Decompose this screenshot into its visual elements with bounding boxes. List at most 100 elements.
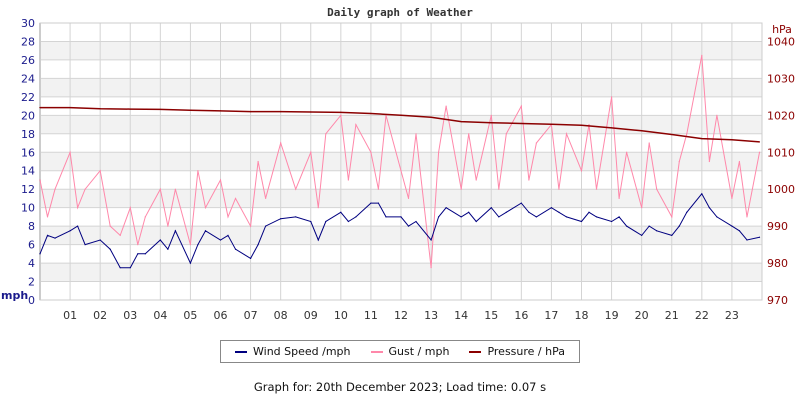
x-tick-label: 21: [665, 309, 679, 322]
data-point: [407, 225, 410, 227]
data-point: [46, 234, 49, 236]
data-point: [249, 225, 252, 227]
data-point: [69, 151, 71, 153]
data-point: [54, 237, 56, 239]
data-point: [265, 225, 267, 227]
data-point: [197, 170, 199, 172]
data-point: [77, 225, 79, 227]
data-point: [310, 220, 312, 223]
data-point: [370, 202, 372, 204]
data-point: [656, 188, 658, 190]
data-point: [400, 216, 402, 218]
data-point: [535, 216, 537, 218]
data-point: [415, 220, 417, 223]
data-point: [708, 160, 710, 163]
data-point: [580, 124, 583, 126]
data-point: [460, 121, 462, 123]
data-point: [626, 151, 628, 153]
data-point: [415, 133, 417, 135]
left-tick-label: 6: [28, 239, 35, 252]
data-point: [99, 239, 101, 241]
data-point: [317, 239, 319, 241]
data-point: [595, 188, 598, 190]
data-point: [189, 109, 192, 111]
data-point: [716, 216, 718, 218]
left-tick-label: 8: [28, 220, 35, 233]
x-tick-label: 08: [274, 309, 288, 322]
data-point: [641, 130, 643, 132]
x-tick-label: 10: [334, 309, 348, 322]
data-point: [746, 239, 748, 241]
data-point: [445, 105, 447, 107]
x-tick-label: 11: [364, 309, 378, 322]
x-tick-label: 14: [454, 309, 468, 322]
data-point: [377, 202, 380, 204]
right-axis-unit: hPa: [772, 23, 792, 36]
data-point: [460, 188, 462, 190]
data-point: [505, 133, 507, 135]
left-tick-label: 26: [21, 54, 35, 67]
data-point: [641, 207, 643, 209]
data-point: [257, 160, 259, 163]
data-point: [159, 108, 161, 111]
data-point: [189, 244, 192, 246]
data-point: [99, 170, 101, 172]
data-point: [671, 234, 673, 236]
right-tick-label: 970: [767, 294, 788, 307]
data-point: [204, 230, 207, 232]
data-point: [528, 179, 530, 181]
data-point: [325, 220, 327, 223]
data-point: [610, 220, 613, 223]
data-point: [520, 122, 522, 125]
data-point: [475, 179, 477, 181]
x-tick-label: 22: [695, 309, 709, 322]
data-point: [234, 248, 237, 250]
x-tick-label: 12: [394, 309, 408, 322]
data-point: [498, 188, 500, 190]
data-point: [167, 248, 169, 250]
data-point: [137, 244, 139, 246]
legend-label: Gust / mph: [388, 345, 450, 358]
data-point: [129, 267, 131, 269]
data-point: [686, 211, 688, 213]
data-point: [219, 239, 222, 241]
data-point: [731, 197, 733, 200]
data-point: [565, 133, 568, 135]
data-point: [46, 216, 49, 218]
legend-item-pressure: Pressure / hPa: [469, 345, 565, 358]
data-point: [400, 114, 402, 116]
data-point: [310, 151, 312, 153]
data-point: [701, 54, 703, 56]
left-tick-label: 22: [21, 91, 35, 104]
data-point: [295, 188, 297, 190]
data-point: [370, 112, 372, 115]
left-tick-label: 0: [28, 294, 35, 307]
data-point: [535, 142, 537, 144]
data-point: [167, 225, 169, 227]
legend-label: Wind Speed /mph: [253, 345, 351, 358]
data-point: [234, 197, 237, 200]
data-point: [295, 216, 297, 218]
data-point: [656, 230, 658, 232]
x-tick-label: 17: [544, 309, 558, 322]
data-point: [280, 218, 282, 220]
data-point: [400, 170, 402, 172]
data-point: [317, 207, 319, 209]
x-tick-label: 06: [214, 309, 228, 322]
data-point: [648, 225, 650, 227]
data-point: [716, 114, 718, 116]
gust-swatch: [370, 350, 383, 353]
data-point: [618, 216, 620, 218]
data-point: [505, 211, 507, 213]
data-point: [109, 248, 111, 250]
data-point: [678, 160, 680, 163]
left-tick-label: 30: [21, 17, 35, 30]
data-point: [520, 105, 522, 107]
left-tick-label: 16: [21, 146, 35, 159]
data-point: [407, 197, 410, 200]
data-point: [641, 234, 643, 236]
legend: Wind Speed /mph Gust / mph Pressure / hP…: [220, 340, 580, 363]
data-point: [174, 230, 176, 232]
data-point: [204, 207, 207, 209]
data-point: [686, 133, 688, 135]
